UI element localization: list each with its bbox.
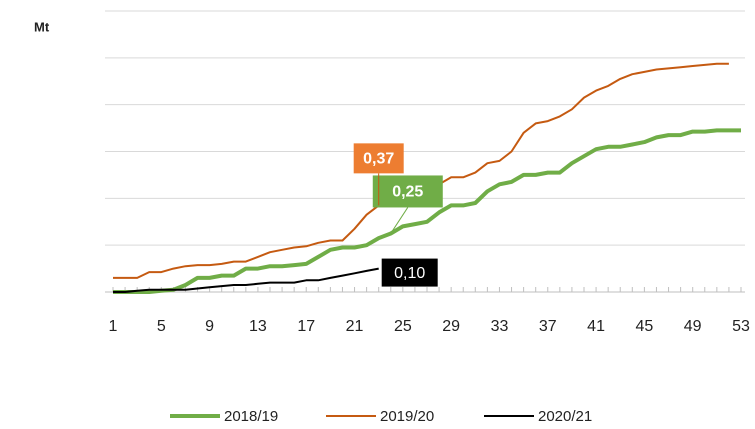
x-tick-label: 33 (491, 318, 509, 335)
series-line (113, 128, 741, 294)
x-tick-label: 13 (249, 318, 267, 335)
x-tick-label: 41 (587, 318, 605, 335)
data-label: 0,25 (392, 184, 423, 201)
x-tick-label: 25 (394, 318, 412, 335)
x-tick-label: 1 (109, 318, 118, 335)
x-tick-label: 49 (684, 318, 702, 335)
data-label: 0,10 (394, 265, 425, 282)
x-tick-label: 53 (732, 318, 750, 335)
x-tick-label: 45 (635, 318, 653, 335)
legend-label: 2018/19 (224, 408, 278, 425)
legend-label: 2020/21 (538, 408, 592, 425)
x-tick-label: 37 (539, 318, 557, 335)
data-label: 0,37 (363, 151, 394, 168)
label-leader (390, 207, 409, 234)
label-box (381, 258, 438, 287)
label-box (372, 175, 443, 208)
legend-label: 2019/20 (380, 408, 434, 425)
series-line (113, 62, 729, 279)
x-tick-label: 9 (205, 318, 214, 335)
label-box (353, 143, 404, 174)
y-axis-label: Mt (34, 19, 50, 34)
x-tick-label: 17 (297, 318, 315, 335)
x-tick-label: 21 (346, 318, 364, 335)
series-line (113, 267, 379, 293)
x-tick-label: 29 (442, 318, 460, 335)
x-tick-label: 5 (157, 318, 166, 335)
